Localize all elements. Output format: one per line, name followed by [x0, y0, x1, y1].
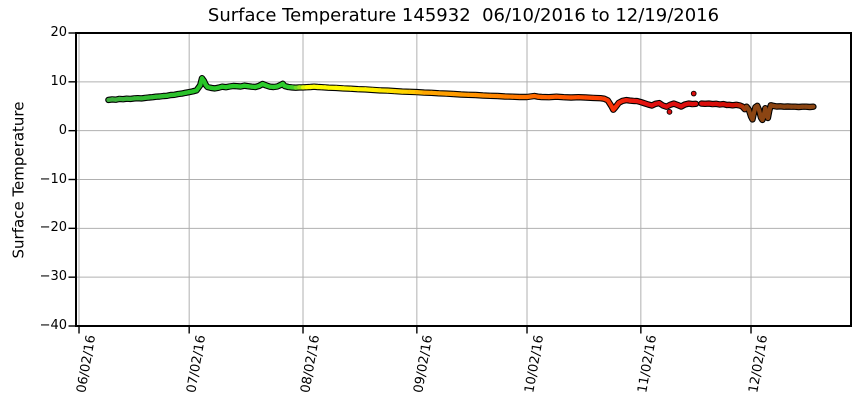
outlier-points [666, 90, 697, 115]
x-tick-label: 07/02/16 [184, 334, 209, 395]
y-tick-label: −20 [39, 220, 67, 236]
chart-title: Surface Temperature 145932 06/10/2016 to… [207, 5, 720, 26]
temperature-series [105, 75, 817, 124]
x-tick-label: 10/02/16 [521, 334, 547, 395]
x-tick-label: 08/02/16 [297, 334, 323, 395]
plot-border [75, 32, 852, 327]
plot-area [68, 32, 852, 334]
x-tick-label: 11/02/16 [635, 334, 661, 395]
y-tick-label: 0 [58, 122, 67, 138]
y-tick-label: 20 [50, 25, 67, 40]
x-tick-label: 09/02/16 [411, 334, 437, 395]
axis-ticks [68, 32, 752, 334]
gridlines [76, 32, 851, 327]
y-tick-label: −10 [39, 171, 67, 187]
y-tick-label: 10 [50, 73, 67, 89]
y-tick-label: −40 [39, 318, 67, 333]
y-tick-label: −30 [39, 269, 67, 285]
x-tick-label: 12/02/16 [745, 334, 771, 395]
x-tick-label: 06/02/16 [73, 334, 99, 395]
